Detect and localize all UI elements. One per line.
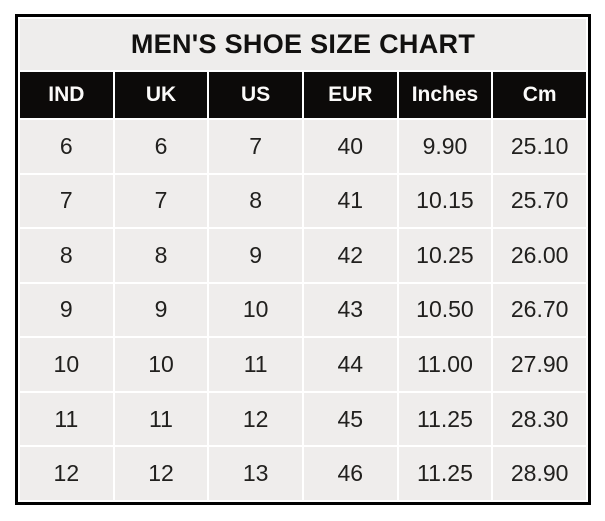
table-cell-cm: 28.90 <box>493 447 586 500</box>
table-cell-inches: 11.25 <box>398 447 492 500</box>
title-row: MEN'S SHOE SIZE CHART <box>20 19 586 70</box>
table-row: 8 8 9 42 10.25 26.00 <box>20 229 586 282</box>
table-cell-us: 7 <box>209 120 302 173</box>
table-cell-eur: 40 <box>303 120 397 173</box>
table-cell-inches: 10.25 <box>398 229 492 282</box>
table-cell-uk: 7 <box>114 174 208 228</box>
column-header-eur: EUR <box>303 72 397 118</box>
table-cell-uk: 11 <box>114 392 208 446</box>
table-cell-ind: 12 <box>20 447 113 500</box>
table-row: 11 11 12 45 11.25 28.30 <box>20 392 586 446</box>
column-header-inches: Inches <box>398 72 492 118</box>
table-cell-us: 9 <box>209 229 302 282</box>
table-row: 7 7 8 41 10.15 25.70 <box>20 174 586 228</box>
table-cell-us: 13 <box>209 447 302 500</box>
table-cell-inches: 9.90 <box>398 120 492 173</box>
column-header-uk: UK <box>114 72 208 118</box>
table-row: 12 12 13 46 11.25 28.90 <box>20 447 586 500</box>
table-cell-uk: 8 <box>114 229 208 282</box>
table-cell-ind: 7 <box>20 174 113 228</box>
table-cell-ind: 6 <box>20 120 113 173</box>
table-cell-us: 12 <box>209 392 302 446</box>
table-cell-cm: 25.10 <box>493 120 586 173</box>
table-cell-us: 11 <box>209 338 302 391</box>
table-cell-inches: 10.50 <box>398 283 492 337</box>
table-cell-eur: 42 <box>303 229 397 282</box>
table-cell-us: 8 <box>209 174 302 228</box>
table-cell-ind: 9 <box>20 283 113 337</box>
table-cell-uk: 12 <box>114 447 208 500</box>
table-cell-eur: 46 <box>303 447 397 500</box>
table-cell-us: 10 <box>209 283 302 337</box>
table-cell-uk: 10 <box>114 338 208 391</box>
table-cell-inches: 11.25 <box>398 392 492 446</box>
table-cell-eur: 45 <box>303 392 397 446</box>
table-cell-cm: 25.70 <box>493 174 586 228</box>
table-cell-cm: 26.70 <box>493 283 586 337</box>
page-title: MEN'S SHOE SIZE CHART <box>20 19 586 70</box>
table-cell-eur: 41 <box>303 174 397 228</box>
table-cell-eur: 43 <box>303 283 397 337</box>
header-row: IND UK US EUR Inches Cm <box>20 72 586 118</box>
table-cell-ind: 10 <box>20 338 113 391</box>
table-row: 6 6 7 40 9.90 25.10 <box>20 120 586 173</box>
table-cell-cm: 28.30 <box>493 392 586 446</box>
table-cell-cm: 26.00 <box>493 229 586 282</box>
shoe-size-chart-table: MEN'S SHOE SIZE CHART IND UK US EUR Inch… <box>15 14 591 505</box>
table-cell-inches: 11.00 <box>398 338 492 391</box>
table-row: 10 10 11 44 11.00 27.90 <box>20 338 586 391</box>
table-cell-uk: 6 <box>114 120 208 173</box>
column-header-us: US <box>209 72 302 118</box>
table-cell-ind: 11 <box>20 392 113 446</box>
table-cell-inches: 10.15 <box>398 174 492 228</box>
table-row: 9 9 10 43 10.50 26.70 <box>20 283 586 337</box>
table-cell-cm: 27.90 <box>493 338 586 391</box>
table-cell-eur: 44 <box>303 338 397 391</box>
table-cell-uk: 9 <box>114 283 208 337</box>
table-cell-ind: 8 <box>20 229 113 282</box>
column-header-cm: Cm <box>493 72 586 118</box>
column-header-ind: IND <box>20 72 113 118</box>
